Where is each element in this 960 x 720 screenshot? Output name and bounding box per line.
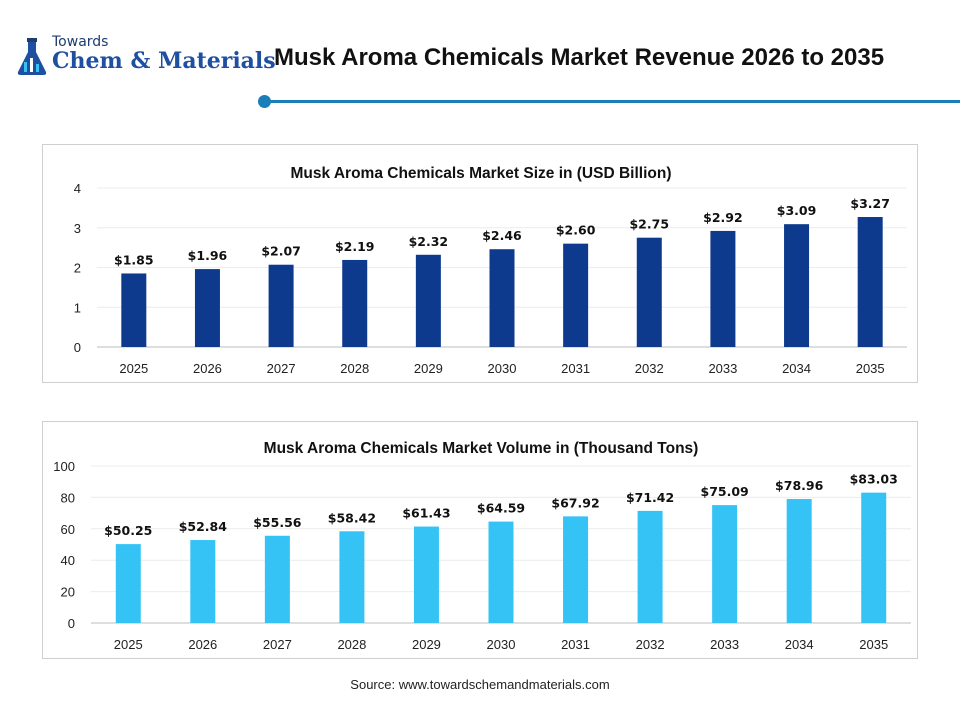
bar (115, 544, 141, 623)
data-label: $52.84 (179, 519, 228, 534)
title-underline-dot (258, 95, 271, 108)
bar (339, 531, 365, 623)
bar (489, 249, 515, 347)
y-tick-label: 1 (74, 300, 81, 315)
x-tick-label: 2031 (561, 361, 590, 376)
data-label: $55.56 (253, 515, 302, 530)
x-tick-label: 2033 (708, 361, 737, 376)
x-tick-label: 2025 (119, 361, 148, 376)
market-volume-chart-svg: Musk Aroma Chemicals Market Volume in (T… (53, 440, 911, 652)
x-tick-label: 2028 (337, 637, 366, 652)
bar (637, 510, 663, 623)
x-tick-label: 2033 (710, 637, 739, 652)
bar (563, 243, 589, 347)
data-label: $58.42 (328, 510, 376, 525)
data-label: $1.96 (188, 248, 228, 263)
x-tick-label: 2030 (488, 361, 517, 376)
data-label: $2.75 (629, 217, 669, 232)
data-label: $50.25 (104, 523, 152, 538)
y-tick-label: 4 (74, 181, 81, 196)
chart-title: Musk Aroma Chemicals Market Volume in (T… (264, 440, 699, 457)
x-tick-label: 2032 (636, 637, 665, 652)
data-label: $2.07 (261, 244, 301, 259)
data-label: $2.32 (409, 234, 449, 249)
data-label: $67.92 (551, 495, 599, 510)
y-tick-label: 2 (74, 261, 81, 276)
x-tick-label: 2030 (487, 637, 516, 652)
x-tick-label: 2029 (414, 361, 443, 376)
y-tick-label: 40 (61, 553, 75, 568)
bar (194, 269, 220, 347)
y-tick-label: 80 (61, 490, 75, 505)
data-label: $2.46 (482, 228, 522, 243)
market-size-chart-svg: Musk Aroma Chemicals Market Size in (USD… (74, 165, 907, 376)
data-label: $64.59 (477, 501, 525, 516)
bar (712, 505, 738, 623)
x-tick-label: 2026 (193, 361, 222, 376)
x-tick-label: 2034 (782, 361, 811, 376)
bar (563, 516, 589, 623)
data-label: $83.03 (850, 472, 898, 487)
bar (190, 540, 216, 623)
data-label: $2.92 (703, 210, 743, 225)
flask-icon (17, 38, 47, 75)
bar (488, 521, 514, 623)
bar (121, 273, 147, 347)
x-tick-label: 2029 (412, 637, 441, 652)
chart-title: Musk Aroma Chemicals Market Size in (USD… (291, 165, 672, 182)
y-tick-label: 0 (74, 340, 81, 355)
page-title: Musk Aroma Chemicals Market Revenue 2026… (274, 44, 885, 71)
bar (413, 526, 439, 623)
x-tick-label: 2028 (340, 361, 369, 376)
y-tick-label: 20 (61, 585, 75, 600)
bar (342, 259, 368, 347)
bar (861, 492, 887, 623)
data-label: $3.09 (777, 203, 817, 218)
x-tick-label: 2027 (263, 637, 292, 652)
bar (636, 237, 662, 347)
bar (710, 230, 736, 347)
data-label: $78.96 (775, 478, 824, 493)
data-label: $71.42 (626, 490, 674, 505)
x-tick-label: 2026 (188, 637, 217, 652)
data-label: $75.09 (701, 484, 749, 499)
y-tick-label: 3 (74, 221, 81, 236)
x-tick-label: 2032 (635, 361, 664, 376)
y-tick-label: 100 (53, 459, 75, 474)
market-size-chart: Musk Aroma Chemicals Market Size in (USD… (42, 144, 918, 383)
x-tick-label: 2035 (859, 637, 888, 652)
x-tick-label: 2035 (856, 361, 885, 376)
header: Towards Chem & Materials Musk Aroma Chem… (0, 0, 960, 115)
logo: Towards Chem & Materials (16, 34, 276, 80)
data-label: $61.43 (402, 506, 450, 521)
bar (786, 499, 812, 623)
logo-main-text: Chem & Materials (52, 48, 276, 74)
x-tick-label: 2034 (785, 637, 814, 652)
data-label: $3.27 (850, 196, 890, 211)
x-tick-label: 2025 (114, 637, 143, 652)
market-volume-chart: Musk Aroma Chemicals Market Volume in (T… (42, 421, 918, 659)
bar (264, 535, 290, 623)
data-label: $2.60 (556, 223, 596, 238)
x-tick-label: 2027 (267, 361, 296, 376)
data-label: $2.19 (335, 239, 375, 254)
bar (857, 217, 883, 347)
y-tick-label: 0 (68, 616, 75, 631)
title-underline (265, 100, 960, 103)
bar (784, 224, 810, 347)
x-tick-label: 2031 (561, 637, 590, 652)
source-note: Source: www.towardschemandmaterials.com (350, 677, 610, 692)
logo-top-text: Towards (52, 34, 109, 50)
bar (415, 254, 441, 347)
data-label: $1.85 (114, 252, 154, 267)
bar (268, 264, 294, 347)
y-tick-label: 60 (61, 522, 75, 537)
